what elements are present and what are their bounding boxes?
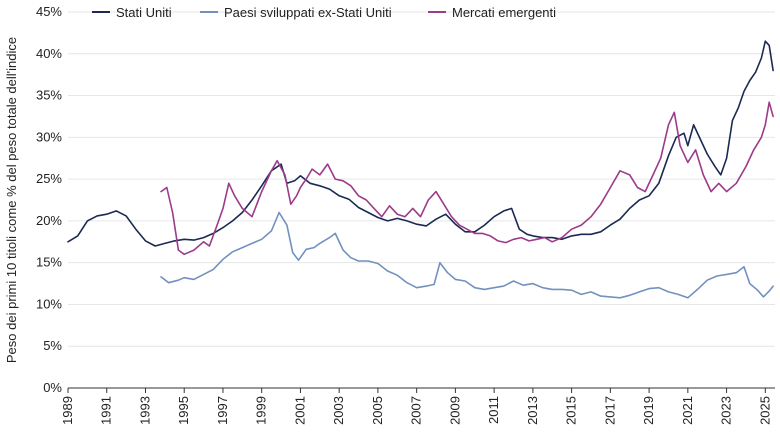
y-tick-label: 10% bbox=[36, 296, 62, 311]
y-tick-label: 40% bbox=[36, 46, 62, 61]
series-lines bbox=[67, 40, 774, 299]
x-tick-label: 1989 bbox=[60, 396, 75, 425]
y-axis-ticks: 0% 5% 10% 15% 20% 25% 30% 35% 40% 45% bbox=[36, 4, 62, 395]
x-tick-label: 1997 bbox=[215, 396, 230, 425]
y-tick-label: 5% bbox=[43, 338, 62, 353]
series-line-0 bbox=[67, 40, 774, 247]
y-tick-label: 30% bbox=[36, 129, 62, 144]
y-tick-label: 25% bbox=[36, 171, 62, 186]
y-tick-label: 20% bbox=[36, 213, 62, 228]
x-tick-label: 2015 bbox=[564, 396, 579, 425]
legend-label-stati-uniti: Stati Uniti bbox=[116, 5, 172, 20]
series-line-1 bbox=[160, 211, 774, 299]
legend-item-mercati-emergenti: Mercati emergenti bbox=[428, 5, 556, 20]
legend-item-stati-uniti: Stati Uniti bbox=[92, 5, 172, 20]
legend-label-mercati-emergenti: Mercati emergenti bbox=[452, 5, 556, 20]
x-tick-label: 2021 bbox=[680, 396, 695, 425]
legend: Stati Uniti Paesi sviluppati ex-Stati Un… bbox=[92, 5, 556, 20]
x-tick-label: 1991 bbox=[99, 396, 114, 425]
y-tick-label: 0% bbox=[43, 380, 62, 395]
y-tick-label: 15% bbox=[36, 255, 62, 270]
x-tick-label: 1995 bbox=[176, 396, 191, 425]
gridlines bbox=[68, 11, 775, 347]
x-tick-label: 2007 bbox=[409, 396, 424, 425]
x-tick-label: 2005 bbox=[370, 396, 385, 425]
x-tick-label: 1993 bbox=[137, 396, 152, 425]
y-tick-label: 45% bbox=[36, 4, 62, 19]
x-tick-label: 2003 bbox=[331, 396, 346, 425]
x-tick-label: 2025 bbox=[757, 396, 772, 425]
x-tick-label: 2023 bbox=[719, 396, 734, 425]
y-axis-title: Peso dei primi 10 titoli come % del peso… bbox=[4, 37, 19, 363]
y-tick-label: 35% bbox=[36, 88, 62, 103]
x-tick-label: 2001 bbox=[292, 396, 307, 425]
x-tick-label: 2017 bbox=[602, 396, 617, 425]
x-tick-label: 2019 bbox=[641, 396, 656, 425]
x-tick-label: 2011 bbox=[486, 396, 501, 424]
x-axis-ticks: 1989 1991 1993 1995 1997 1999 2001 2003 2005 2007… bbox=[60, 388, 772, 425]
x-tick-label: 2009 bbox=[447, 396, 462, 425]
series-line-2 bbox=[160, 101, 774, 256]
x-tick-label: 2013 bbox=[525, 396, 540, 425]
legend-item-paesi-sviluppati: Paesi sviluppati ex-Stati Uniti bbox=[200, 5, 392, 20]
x-tick-label: 1999 bbox=[254, 396, 269, 425]
legend-label-paesi-sviluppati: Paesi sviluppati ex-Stati Uniti bbox=[224, 5, 392, 20]
